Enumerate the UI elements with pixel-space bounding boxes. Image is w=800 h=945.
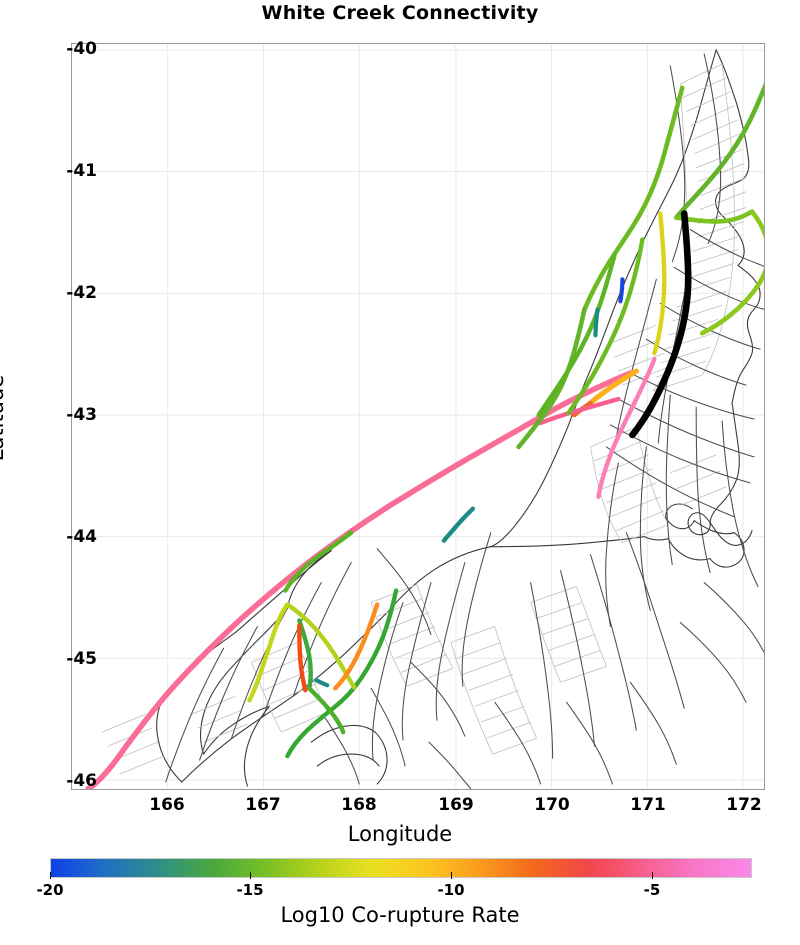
colorbar-label: Log10 Co-rupture Rate bbox=[280, 903, 520, 927]
map-plot-area bbox=[71, 43, 765, 790]
map-svg bbox=[72, 44, 764, 789]
fault-fiordland-orange bbox=[333, 602, 380, 691]
fault-awatere-green-b bbox=[536, 253, 617, 418]
x-axis-label: Longitude bbox=[347, 822, 453, 846]
fault-nevis-green-long bbox=[285, 588, 399, 759]
xtick-label: 168 bbox=[341, 795, 377, 815]
fault-alpine-fault-south bbox=[538, 396, 621, 426]
colorbar-tick-label: -20 bbox=[36, 881, 64, 899]
ytick-label: -46 bbox=[66, 771, 97, 791]
colorbar-tick-mark bbox=[250, 872, 251, 879]
fault-wairau-south-green bbox=[516, 306, 587, 450]
fault-wairau-yellow bbox=[652, 211, 667, 356]
colorbar-tick-label: -15 bbox=[236, 881, 264, 899]
fault-moonlight-green bbox=[307, 686, 346, 735]
xtick-label: 166 bbox=[149, 795, 185, 815]
fault-fiordland-yg-lower bbox=[247, 602, 290, 703]
highlighted-faults bbox=[85, 82, 764, 789]
fault-source-white-creek bbox=[629, 210, 692, 439]
fault-fiordland-green-b bbox=[297, 618, 314, 691]
fault-alpine-orange-junction bbox=[587, 368, 639, 406]
xtick-label: 170 bbox=[534, 795, 570, 815]
colorbar bbox=[50, 858, 752, 878]
colorbar-tick-mark bbox=[451, 872, 452, 879]
colorbar-tick-label: -5 bbox=[643, 881, 661, 899]
ytick-label: -40 bbox=[66, 39, 97, 59]
fault-hope-pink bbox=[596, 356, 657, 499]
fault-marlborough-teal-seg bbox=[593, 307, 600, 338]
fault-porters-pass-teal bbox=[441, 506, 476, 543]
fault-kekerengu bbox=[699, 209, 764, 336]
ytick-label: -43 bbox=[66, 405, 97, 425]
fault-fiordland-green-a bbox=[283, 530, 354, 593]
fault-marlborough-blue-seg bbox=[618, 277, 625, 304]
y-axis-label: Latitude bbox=[0, 374, 8, 462]
fault-fiordland-yellowgreen bbox=[285, 602, 357, 690]
fault-clarence-north bbox=[673, 82, 764, 220]
xtick-label: 171 bbox=[630, 795, 666, 815]
fault-moonlight-orangered bbox=[297, 623, 308, 693]
xtick-label: 172 bbox=[726, 795, 762, 815]
background-faults bbox=[165, 53, 764, 789]
fault-awatere-green-c bbox=[566, 237, 645, 416]
ytick-label: -42 bbox=[66, 283, 97, 303]
fault-nevis-teal-short bbox=[314, 678, 330, 688]
colorbar-tick-mark bbox=[652, 872, 653, 879]
colorbar-tick-mark bbox=[50, 872, 51, 879]
gridlines bbox=[72, 44, 764, 789]
colorbar-gradient bbox=[50, 858, 752, 878]
background-faults-light bbox=[101, 63, 747, 775]
xtick-label: 169 bbox=[438, 795, 474, 815]
coastline bbox=[156, 49, 761, 787]
ytick-label: -45 bbox=[66, 649, 97, 669]
fault-wairau-awatere-north bbox=[582, 85, 685, 312]
xtick-label: 167 bbox=[245, 795, 281, 815]
ytick-label: -41 bbox=[66, 161, 97, 181]
page-title: White Creek Connectivity bbox=[261, 2, 539, 24]
colorbar-tick-label: -10 bbox=[437, 881, 465, 899]
ytick-label: -44 bbox=[66, 527, 97, 547]
